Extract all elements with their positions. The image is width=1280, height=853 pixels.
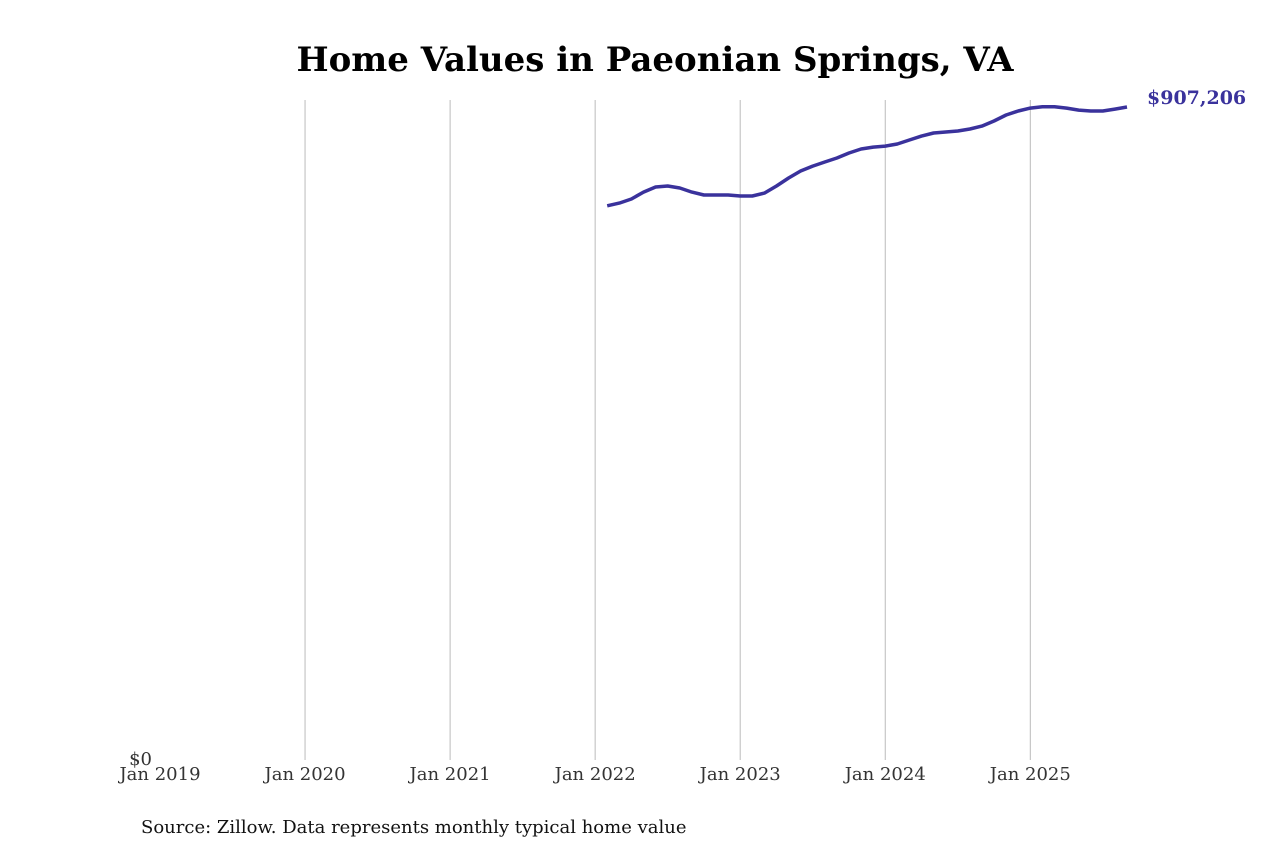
x-tick-label: Jan 2025	[988, 764, 1071, 785]
x-tick-label: Jan 2024	[843, 764, 926, 785]
x-tick-label: Jan 2021	[408, 764, 491, 785]
chart-title: Home Values in Paeonian Springs, VA	[296, 40, 1014, 80]
y-tick-label: $0	[129, 749, 152, 770]
x-tick-label: Jan 2022	[553, 764, 636, 785]
value-label: $907,206	[1147, 87, 1246, 109]
line-series	[606, 105, 1128, 208]
x-tick-label: Jan 2020	[263, 764, 346, 785]
source-note: Source: Zillow. Data represents monthly …	[141, 817, 687, 838]
x-tick-label: Jan 2023	[698, 764, 781, 785]
x-tick-label: Jan 2019	[117, 764, 200, 785]
